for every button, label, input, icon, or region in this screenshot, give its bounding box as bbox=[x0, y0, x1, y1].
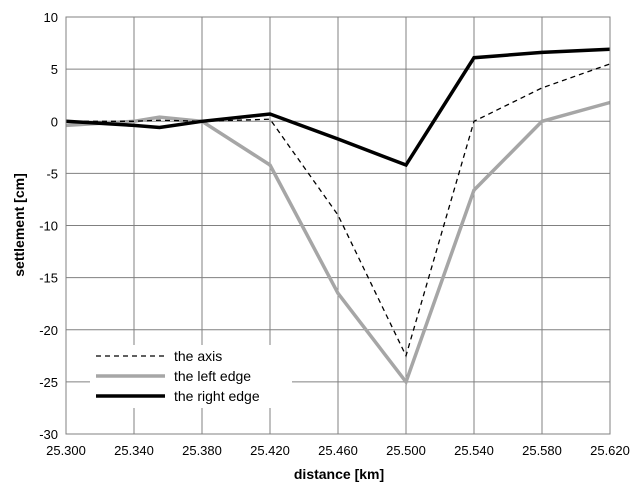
y-tick-label: 5 bbox=[51, 62, 58, 77]
x-tick-label: 25.340 bbox=[114, 443, 154, 458]
x-tick-labels: 25.300 25.340 25.380 25.420 25.460 25.500 25.5… bbox=[46, 443, 630, 458]
y-tick-label: 0 bbox=[51, 114, 58, 129]
legend-label-left-edge: the left edge bbox=[174, 368, 251, 384]
x-tick-label: 25.300 bbox=[46, 443, 86, 458]
series-line-the-axis bbox=[66, 63, 611, 358]
y-tick-label: -15 bbox=[39, 271, 58, 286]
legend-label-axis: the axis bbox=[174, 348, 222, 364]
series-line-the-left-edge bbox=[65, 100, 611, 386]
y-tick-label: 10 bbox=[44, 10, 58, 25]
y-tick-label: -5 bbox=[46, 166, 58, 181]
x-tick-label: 25.540 bbox=[454, 443, 494, 458]
x-tick-label: 25.620 bbox=[590, 443, 630, 458]
y-tick-label: -25 bbox=[39, 375, 58, 390]
y-axis-title: settlement [cm] bbox=[11, 173, 27, 276]
x-tick-label: 25.500 bbox=[386, 443, 426, 458]
x-tick-label: 25.380 bbox=[182, 443, 222, 458]
plot-frame bbox=[65, 16, 611, 435]
x-tick-label: 25.420 bbox=[250, 443, 290, 458]
y-tick-label: -10 bbox=[39, 219, 58, 234]
y-tick-label: -20 bbox=[39, 323, 58, 338]
legend: the axis the left edge the right edge bbox=[90, 345, 292, 408]
legend-label-right-edge: the right edge bbox=[174, 388, 260, 404]
x-axis-title: distance [km] bbox=[294, 466, 384, 482]
y-tick-label: -30 bbox=[39, 427, 58, 442]
series-group bbox=[65, 47, 611, 386]
y-tick-labels: 10 5 0 -5 -10 -15 -20 -25 -30 bbox=[39, 10, 58, 442]
x-tick-label: 25.580 bbox=[522, 443, 562, 458]
series-line-the-right-edge bbox=[65, 47, 611, 168]
x-tick-label: 25.460 bbox=[318, 443, 358, 458]
